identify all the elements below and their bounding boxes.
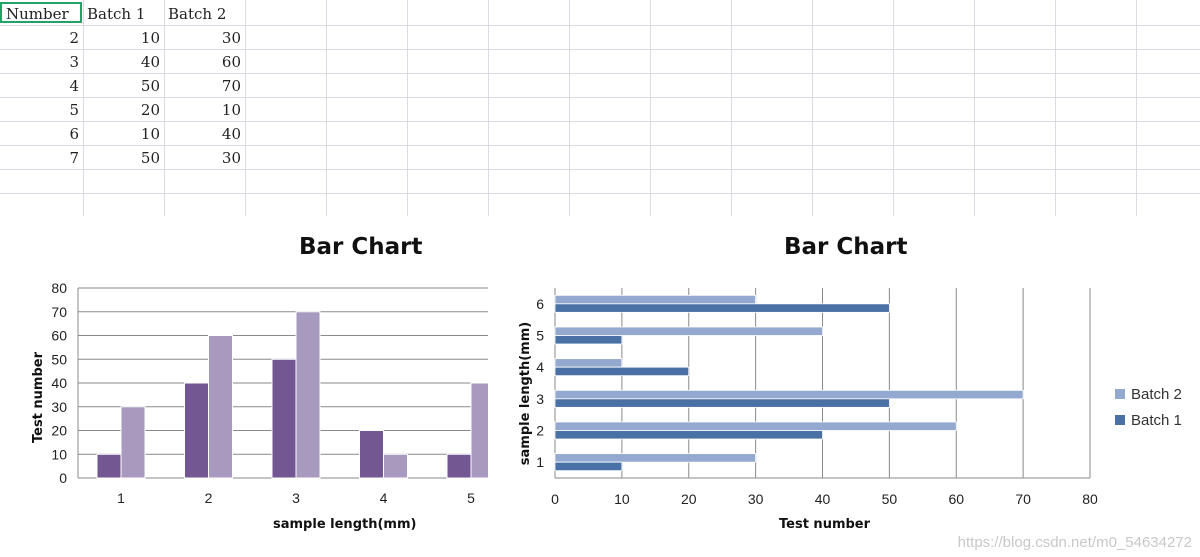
bar	[554, 398, 890, 408]
bar	[383, 453, 408, 479]
y-tick-label: 20	[51, 423, 67, 439]
bar	[554, 303, 890, 313]
watermark: https://blog.csdn.net/m0_54634272	[957, 534, 1192, 551]
y-tick-label: 2	[536, 423, 544, 439]
data-cell[interactable]: 4	[69, 77, 79, 95]
y-tick-label: 50	[51, 351, 67, 367]
data-cell[interactable]: 10	[221, 101, 241, 119]
bar	[554, 421, 957, 431]
x-axis-label: Test number	[779, 517, 871, 532]
y-tick-label: 5	[536, 328, 544, 344]
y-tick-label: 80	[51, 280, 67, 296]
bar	[554, 389, 1024, 400]
header-cell-batch2[interactable]: Batch 2	[168, 5, 227, 23]
data-cell[interactable]: 2	[69, 29, 79, 47]
chart-title: Bar Chart	[299, 234, 423, 260]
data-cell[interactable]: 10	[140, 125, 160, 143]
bar	[120, 406, 146, 479]
data-cell[interactable]: 30	[221, 149, 241, 167]
legend-swatch	[1115, 389, 1125, 399]
y-axis-label: Test number	[31, 351, 47, 444]
data-cell[interactable]: 70	[221, 77, 241, 95]
bar	[554, 366, 690, 377]
data-cell[interactable]: 50	[140, 77, 160, 95]
x-tick-label: 4	[380, 490, 388, 506]
x-tick-label: 3	[292, 490, 300, 506]
y-tick-label: 4	[536, 359, 544, 375]
bar	[554, 453, 757, 463]
data-cell[interactable]: 20	[140, 101, 160, 119]
data-cell[interactable]: 3	[69, 53, 79, 71]
bar	[359, 430, 384, 479]
header-cell-batch1[interactable]: Batch 1	[87, 5, 146, 23]
data-cell[interactable]: 40	[221, 125, 241, 143]
bar	[184, 382, 209, 479]
data-cell[interactable]: 10	[140, 29, 160, 47]
x-tick-label: 0	[551, 491, 559, 507]
vertical-bar-chart[interactable]: Bar Chart 0 10 20 30 40 50 60 70 80 1 2 3 4 5 sample …	[3, 216, 488, 555]
legend-item-batch1: Batch 1	[1115, 407, 1182, 433]
y-tick-label: 0	[59, 470, 67, 486]
x-tick-label: 30	[748, 491, 764, 507]
data-cell[interactable]: 7	[69, 149, 79, 167]
data-cell[interactable]: 5	[69, 101, 79, 119]
bar	[271, 358, 297, 479]
legend-label: Batch 1	[1131, 411, 1182, 429]
data-cell[interactable]: 50	[140, 149, 160, 167]
bar	[554, 461, 623, 472]
bar	[446, 453, 472, 479]
data-cell[interactable]: 30	[221, 29, 241, 47]
x-tick-label: 70	[1015, 491, 1031, 507]
y-tick-label: 70	[51, 304, 67, 320]
bar	[554, 335, 623, 345]
vertical-bar-chart-plot: 0 10 20 30 40 50 60 70 80 1 2 3 4 5	[51, 280, 488, 506]
data-cell[interactable]: 40	[140, 53, 160, 71]
y-tick-label: 1	[536, 454, 544, 470]
y-axis-label: sample length(mm)	[518, 321, 534, 466]
horizontal-bar-chart-plot: 0 10 20 30 40 50 60 70 80 1 2 3 4 5 6	[536, 288, 1098, 507]
bar	[295, 311, 321, 479]
bar	[96, 453, 122, 479]
bar	[554, 430, 823, 440]
x-tick-label: 40	[815, 491, 831, 507]
data-cell[interactable]: 60	[221, 53, 241, 71]
y-tick-label: 30	[51, 399, 67, 415]
x-tick-label: 50	[882, 491, 898, 507]
bar	[208, 335, 233, 479]
x-tick-label: 80	[1082, 491, 1098, 507]
legend-swatch	[1115, 415, 1125, 425]
y-tick-label: 10	[51, 446, 67, 462]
bar	[554, 358, 623, 368]
chart-legend: Batch 2 Batch 1	[1115, 381, 1182, 433]
x-tick-label: 5	[467, 490, 475, 506]
x-axis-label: sample length(mm)	[273, 517, 417, 532]
bar	[554, 294, 757, 305]
y-tick-label: 40	[51, 375, 67, 391]
x-tick-label: 1	[117, 490, 125, 506]
bar	[470, 382, 488, 479]
x-tick-label: 60	[948, 491, 964, 507]
y-tick-label: 60	[51, 328, 67, 344]
x-tick-label: 20	[681, 491, 697, 507]
y-tick-label: 6	[536, 296, 544, 312]
header-cell-number[interactable]: Number	[6, 5, 69, 23]
x-tick-label: 10	[614, 491, 630, 507]
legend-label: Batch 2	[1131, 385, 1182, 403]
horizontal-bar-chart[interactable]: Bar Chart 0 10 20 30 40 50 60 70 80 1 2 3 4 5 6 Test n…	[489, 216, 1197, 555]
y-tick-label: 3	[536, 391, 544, 407]
legend-item-batch2: Batch 2	[1115, 381, 1182, 407]
data-cell[interactable]: 6	[69, 125, 79, 143]
x-tick-label: 2	[205, 490, 213, 506]
selected-cell-outline	[0, 2, 82, 23]
bar	[554, 326, 823, 336]
chart-title: Bar Chart	[784, 234, 908, 260]
